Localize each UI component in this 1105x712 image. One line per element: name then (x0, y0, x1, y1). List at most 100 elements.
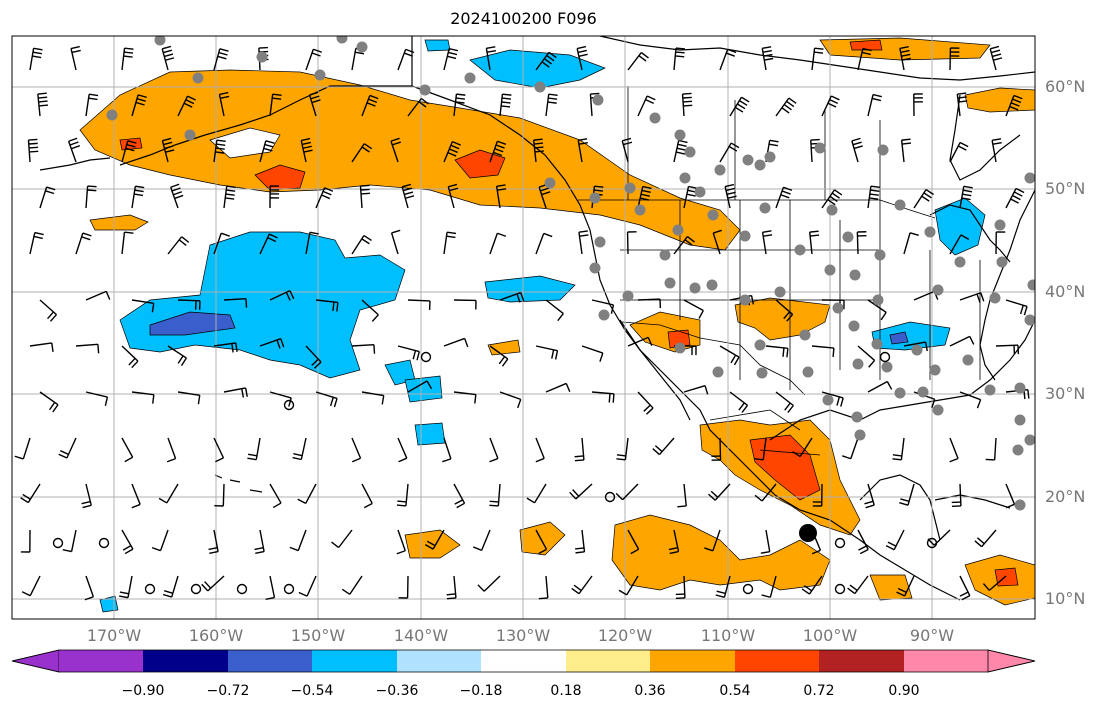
wind-barb (538, 575, 549, 600)
positive-shading-central-america-dark (994, 567, 1019, 587)
wind-barb (398, 575, 409, 599)
wind-barb (900, 138, 912, 163)
colorbar-label-8: 0.54 (719, 683, 751, 699)
colorbar-segment (143, 650, 228, 672)
wind-barb (761, 46, 774, 71)
wind-barb (121, 231, 134, 255)
wind-barb (489, 140, 507, 163)
calm-wind-circle (604, 491, 616, 503)
station-dot (679, 172, 691, 184)
lon-label-110w: 110°W (700, 626, 756, 645)
station-dot (712, 366, 724, 378)
wind-barb (677, 483, 687, 508)
station-dot (356, 41, 368, 53)
wind-barb (532, 138, 544, 163)
wind-barb (575, 529, 586, 554)
station-dot (826, 204, 838, 216)
coastline-alaska (119, 36, 961, 601)
wind-barb (729, 96, 750, 117)
wind-barb (27, 138, 39, 163)
wind-barb (305, 231, 319, 255)
wind-barb (396, 483, 409, 507)
wind-barb (29, 47, 43, 71)
wind-barb (269, 483, 282, 509)
calm-wind-circle (420, 351, 432, 363)
station-dot (106, 109, 118, 121)
wind-barb (581, 345, 604, 362)
lat-label-10n: 10°N (1045, 589, 1086, 608)
negative-shading-pacific-small2 (404, 375, 443, 403)
lat-label-30n: 30°N (1045, 384, 1086, 403)
wind-barb (169, 183, 184, 209)
wind-barb (177, 391, 201, 405)
station-dot (894, 199, 906, 211)
wind-barb (637, 391, 654, 415)
wind-barb (292, 437, 307, 461)
wind-barb (485, 46, 497, 71)
station-dot (464, 72, 476, 84)
wind-barb (821, 95, 840, 117)
lon-label-130w: 130°W (495, 626, 551, 645)
station-dot (794, 244, 806, 256)
wind-barb (535, 51, 557, 71)
positive-shading-mid-blob (487, 339, 521, 356)
wind-barb (577, 138, 588, 163)
wind-barb (637, 298, 662, 309)
wind-barb (39, 186, 56, 209)
wind-barb (121, 140, 137, 163)
wind-barb (58, 437, 77, 459)
wind-barb (578, 230, 589, 255)
negative-shading-pacific (119, 231, 406, 379)
wind-barb (626, 231, 637, 255)
wind-barb (443, 337, 469, 348)
station-dot (832, 302, 844, 314)
wind-barb (949, 234, 970, 255)
calm-wind-circle (834, 537, 846, 549)
colorbar-extend-low (11, 649, 60, 673)
station-dot (739, 294, 751, 306)
wind-barb (75, 232, 92, 255)
negative-shading-pacific-small3 (414, 422, 446, 446)
wind-barb (571, 575, 593, 595)
wind-barb (213, 48, 229, 71)
station-dot (314, 69, 326, 81)
wind-barb (681, 92, 693, 117)
wind-barb (1005, 483, 1016, 509)
calm-wind-circle (926, 537, 938, 549)
wind-barb (131, 299, 155, 313)
wind-barb (407, 97, 429, 117)
wind-barb (892, 437, 905, 461)
wind-barb (754, 483, 777, 502)
wind-barb (989, 45, 1003, 71)
wind-barb (453, 93, 466, 117)
wind-barb (821, 391, 844, 407)
wind-barb (259, 338, 285, 349)
wind-barb (808, 230, 820, 255)
wind-barb (489, 232, 507, 255)
wind-barb (213, 437, 225, 463)
lat-label-60n: 60°N (1045, 77, 1086, 96)
wind-barb (167, 236, 190, 255)
station-dot (649, 112, 661, 124)
wind-barb (811, 47, 824, 71)
wind-barb (131, 94, 147, 117)
wind-barb (289, 529, 307, 552)
wind-barb (208, 529, 219, 554)
calm-wind-circle (742, 583, 754, 595)
wind-barb (811, 345, 835, 358)
positive-shading-canada-north-dark (849, 39, 883, 51)
station-dot (672, 224, 684, 236)
wind-barb (576, 45, 588, 71)
large-point-marker (799, 524, 817, 542)
negative-shading-west-coast (484, 275, 576, 303)
wind-barb (885, 529, 905, 551)
calm-wind-circle (190, 583, 202, 595)
wind-barb (447, 183, 459, 209)
station-dot (851, 411, 863, 423)
wind-barb (121, 47, 134, 71)
coastline-baja (619, 319, 691, 421)
colorbar-segment (228, 650, 312, 672)
station-dot (664, 277, 676, 289)
wind-barb (591, 391, 615, 403)
station-dot (764, 151, 776, 163)
